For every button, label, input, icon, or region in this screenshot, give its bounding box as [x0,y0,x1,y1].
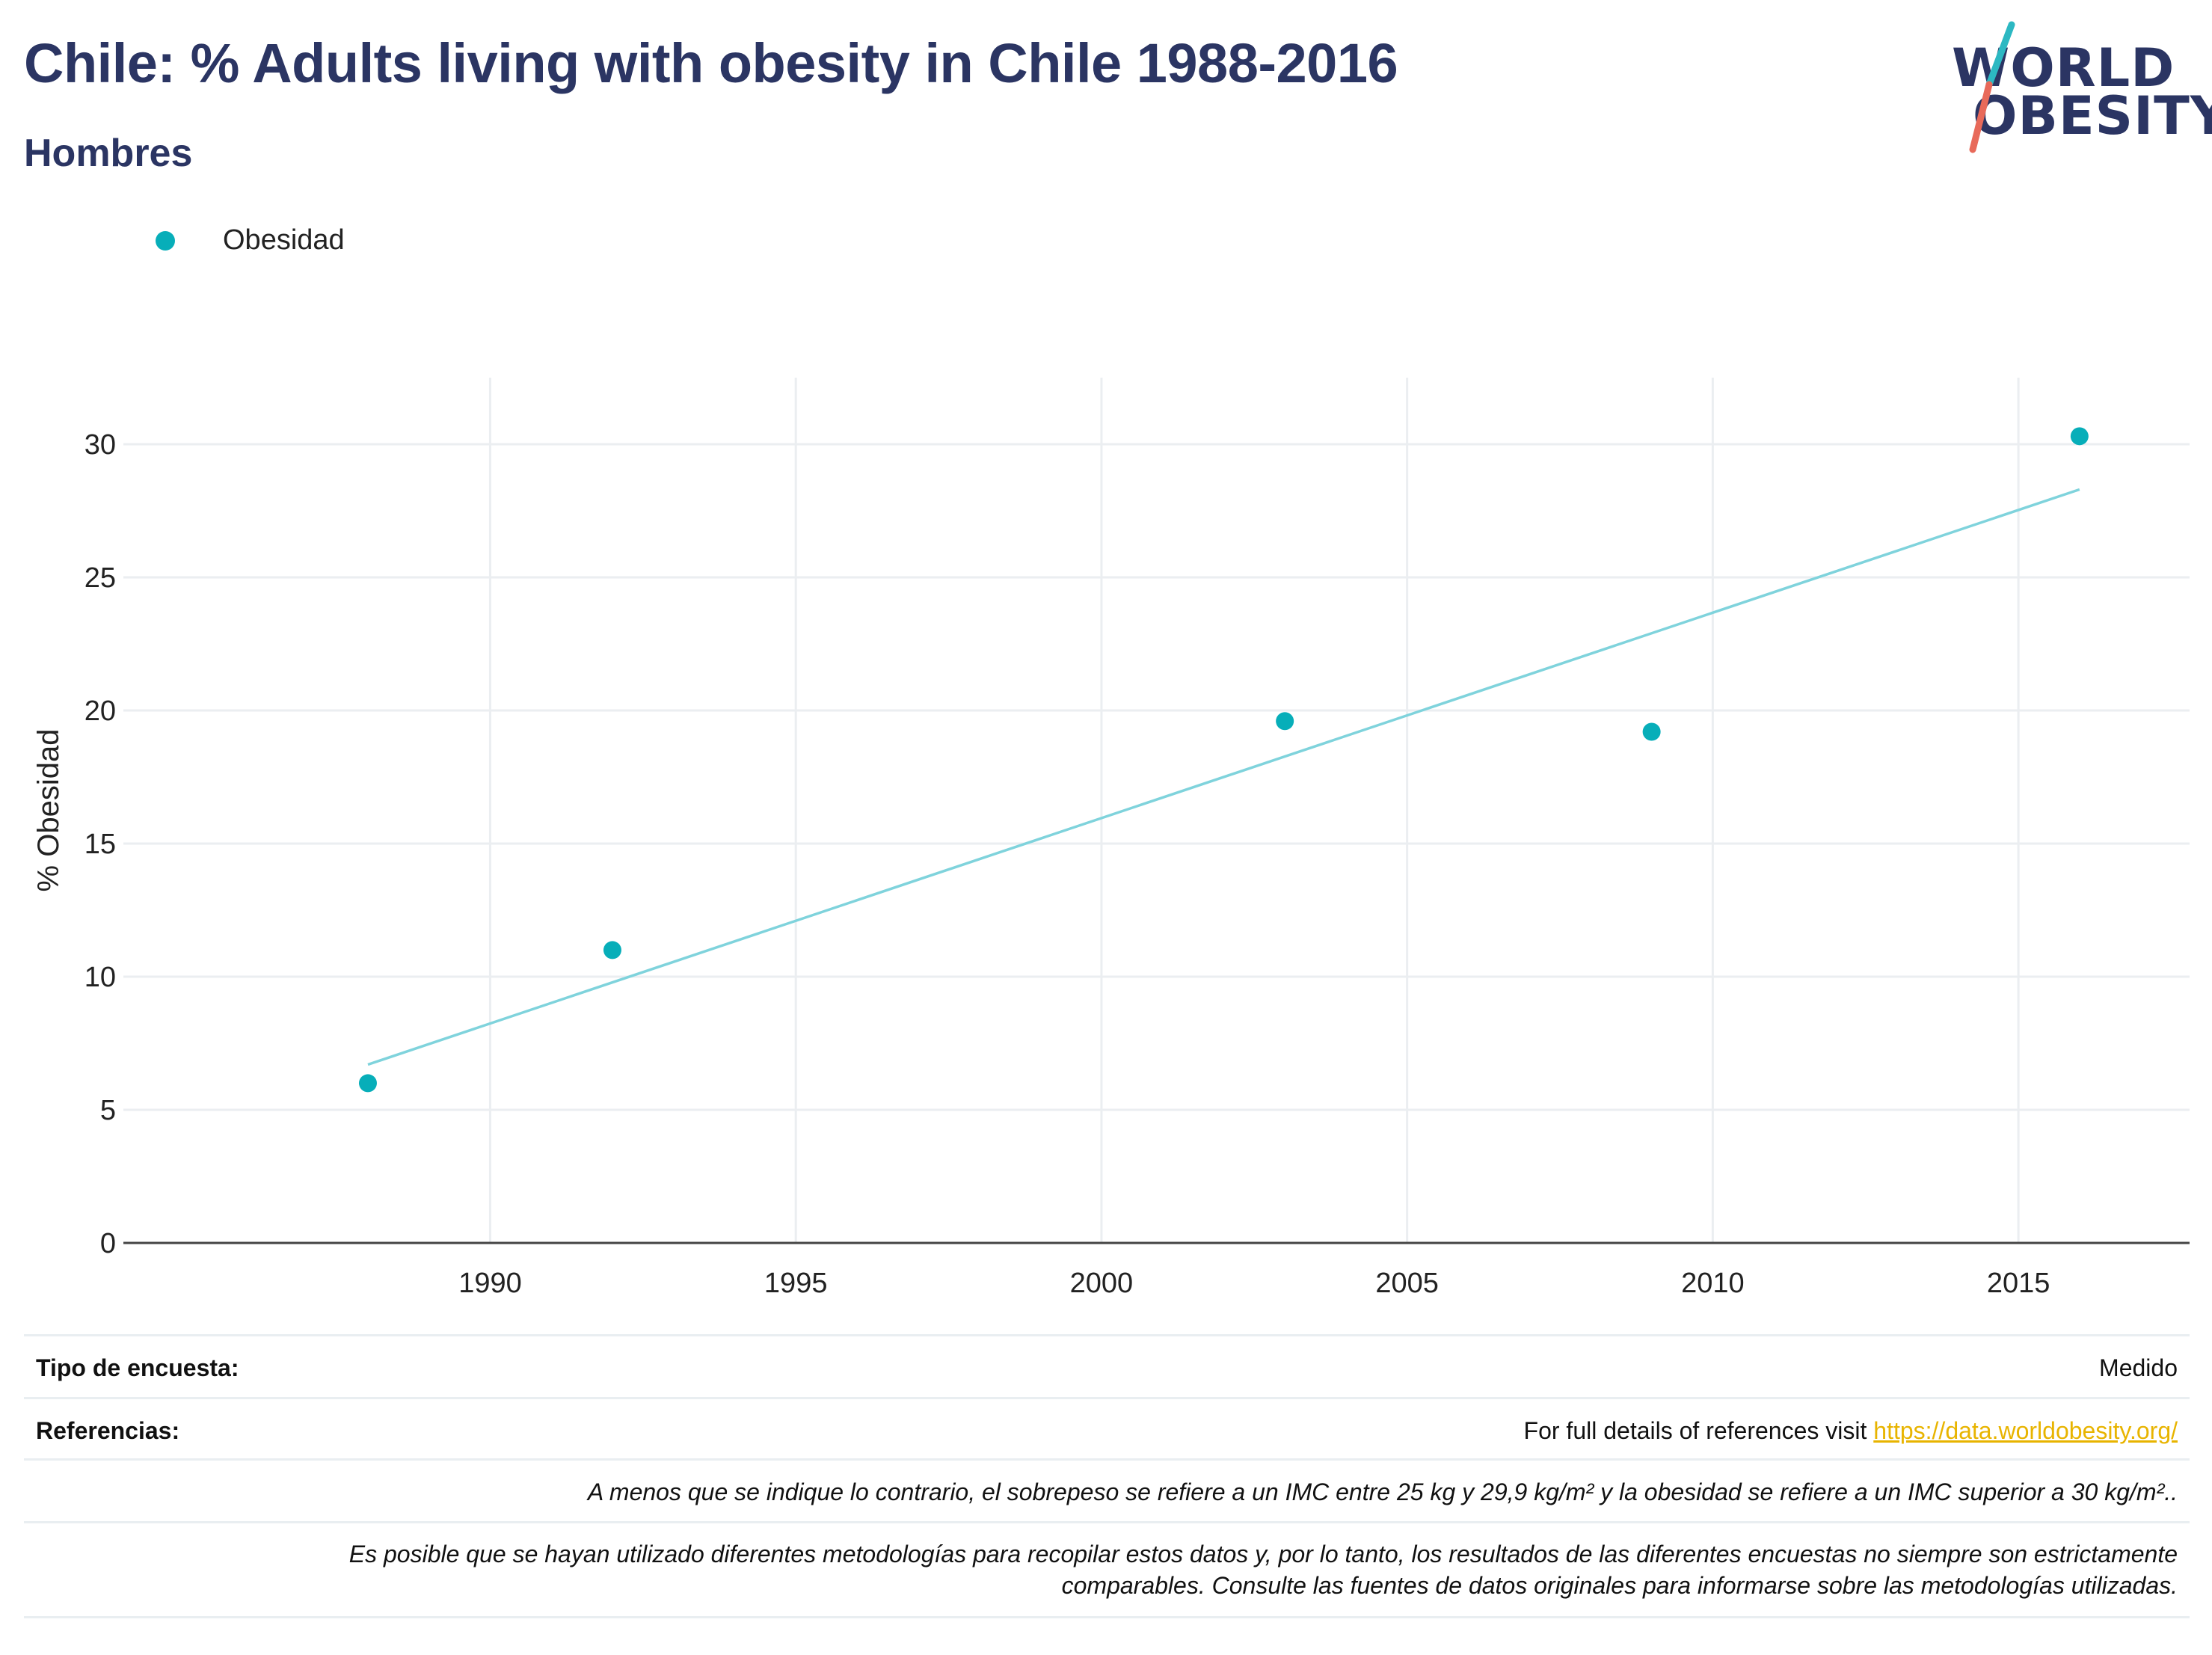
survey-type-label: Tipo de encuesta: [36,1354,239,1381]
chart-subtitle: Hombres [24,132,193,175]
note-methodology: Es posible que se hayan utilizado difere… [349,1538,2178,1601]
data-point [358,1074,377,1093]
trendline [367,488,2080,1066]
y-tick-label: 10 [85,962,116,993]
info-row-note-bmi: A menos que se indique lo contrario, el … [24,1458,2190,1523]
data-point [2070,427,2089,446]
y-tick-label: 20 [85,696,116,727]
x-tick-label: 1995 [764,1268,828,1299]
y-tick-label: 30 [85,429,116,461]
data-point [1276,712,1294,731]
references-text: For full details of references visit [1523,1417,1874,1444]
references-label: Referencias: [36,1417,180,1444]
y-tick-label: 15 [85,829,116,860]
world-obesity-logo[interactable]: WORLD OBESITY [1952,21,2212,156]
x-tick-label: 2005 [1375,1268,1439,1299]
references-link[interactable]: https://data.worldobesity.org/ [1873,1417,2178,1444]
survey-type-value: Medido [2099,1354,2178,1381]
y-tick-label: 25 [85,562,116,594]
references-value: For full details of references visit htt… [1524,1417,2178,1445]
data-point [1642,722,1661,741]
x-tick-label: 1990 [458,1268,522,1299]
y-tick-label: 5 [100,1095,116,1126]
page-title: Chile: % Adults living with obesity in C… [24,32,1398,94]
legend-label-obesidad: Obesidad [223,224,345,256]
info-row-survey-type: Tipo de encuesta: Medido [24,1334,2190,1399]
note-methodology-line2: comparables. Consulte las fuentes de dat… [1061,1572,2178,1599]
y-axis-label: % Obesidad [32,729,65,892]
scatter-chart: 1990 1995 2000 2005 2010 2015 0 5 10 15 20 25 30 % Ob… [32,378,2190,1299]
logo-slash-icon [1969,21,2015,153]
note-methodology-line1: Es posible que se hayan utilizado difere… [348,1541,2178,1568]
legend-marker-obesidad [156,230,175,251]
x-tick-label: 2010 [1681,1268,1745,1299]
chart-legend[interactable]: Obesidad [156,224,345,257]
x-tick-label: 2015 [1987,1268,2050,1299]
data-point [603,941,621,959]
logo-text-obesity: OBESITY [1973,85,2212,147]
info-row-references: Referencias: For full details of referen… [24,1397,2190,1461]
x-tick-label: 2000 [1070,1268,1134,1299]
info-row-note-methodology: Es posible que se hayan utilizado difere… [24,1521,2190,1618]
note-bmi-definition: A menos que se indique lo contrario, el … [587,1479,2178,1505]
y-tick-label: 0 [100,1228,116,1259]
